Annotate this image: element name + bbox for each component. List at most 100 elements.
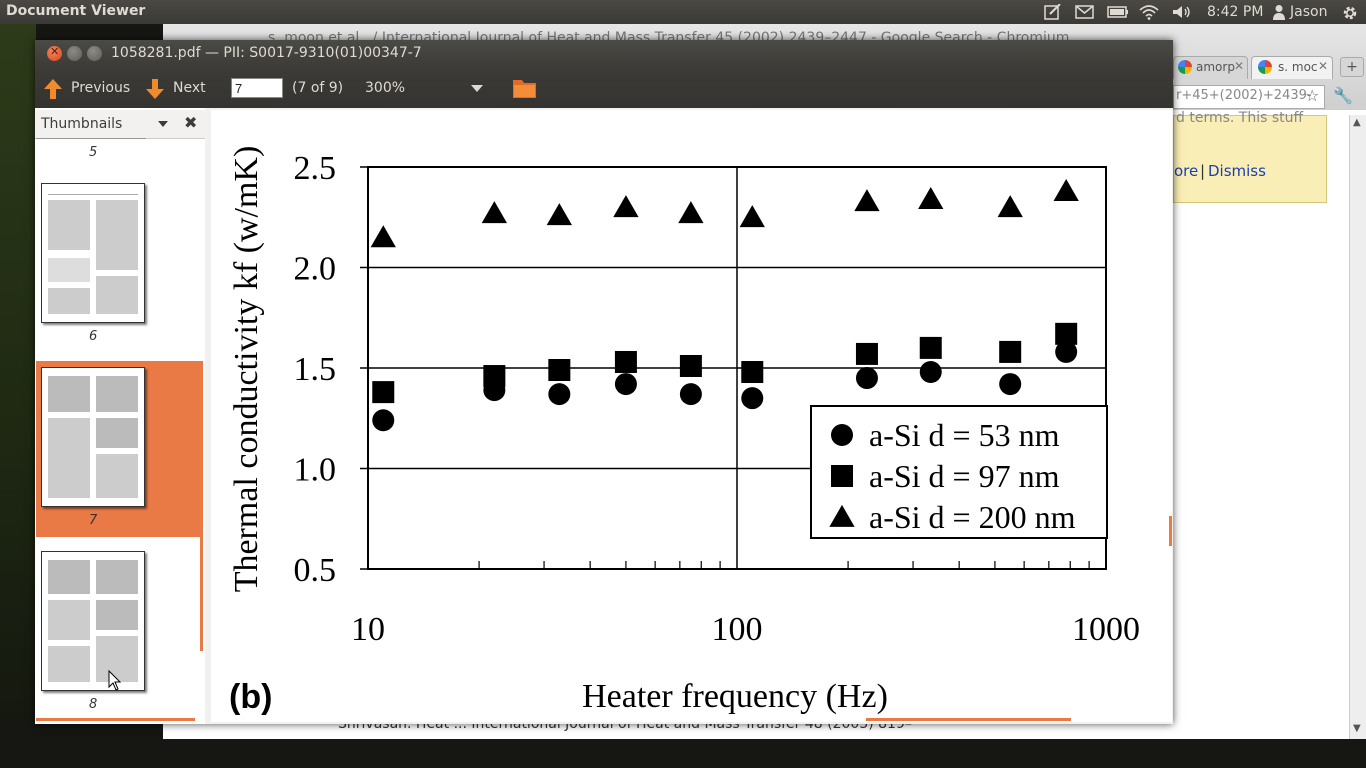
battery-icon[interactable] — [1107, 4, 1129, 20]
minimize-window-button[interactable] — [67, 46, 82, 61]
top-panel: Document Viewer 8:42 PM Jason — [0, 0, 1366, 24]
chromium-scrollbar[interactable]: ▲ ▼ — [1349, 115, 1366, 739]
chromium-tab[interactable]: amorp ✕ — [1173, 56, 1248, 79]
wifi-icon[interactable] — [1139, 4, 1159, 20]
data-point-triangle — [1053, 179, 1079, 202]
infobar-separator: | — [1200, 162, 1206, 180]
infobar-text: d terms. This stuff — [1176, 110, 1304, 126]
panel-label: (b) — [229, 678, 272, 716]
desktop-wallpaper-strip — [0, 24, 36, 724]
doc-horizontal-scroll[interactable] — [866, 718, 1071, 721]
data-point-square — [999, 340, 1022, 363]
data-point-circle — [919, 361, 942, 384]
sidebar-scroll-edge — [36, 718, 195, 721]
plot-frame — [367, 166, 1107, 570]
maximize-window-button[interactable] — [87, 46, 102, 61]
omnibox-text: r+45+(2002)+2439- — [1176, 88, 1312, 103]
doc-scroll-marker[interactable] — [1169, 516, 1172, 546]
thermal-conductivity-chart: 0.5 1.0 1.5 2.0 2.5 10 100 1000 a-Si d = 53 nm a… — [228, 146, 1140, 716]
thumbnail-page-8[interactable] — [41, 551, 145, 691]
folder-icon[interactable] — [512, 77, 538, 99]
scroll-down-icon[interactable]: ▼ — [1353, 723, 1361, 734]
app-title: Document Viewer — [6, 3, 146, 19]
data-point-triangle — [370, 225, 396, 248]
legend-entry: a-Si d = 200 nm — [869, 499, 1076, 535]
close-icon[interactable]: ✕ — [1318, 59, 1329, 73]
legend-marker-circle — [831, 424, 853, 446]
sidebar-title[interactable]: Thumbnails — [41, 116, 123, 132]
x-axis-label: Heater frequency (Hz) — [582, 678, 888, 715]
gear-icon[interactable] — [1341, 4, 1359, 20]
star-icon[interactable]: ☆ — [1305, 86, 1320, 105]
chevron-down-icon[interactable] — [158, 121, 168, 127]
document-page[interactable]: 0.5 1.0 1.5 2.0 2.5 10 100 1000 a-Si d = 53 nm a… — [211, 110, 1172, 722]
data-point-triangle — [613, 195, 639, 218]
thumbnail-edge — [36, 138, 146, 139]
close-window-button[interactable]: ✕ — [47, 45, 62, 61]
close-icon[interactable]: ✕ — [1234, 59, 1245, 73]
thumbnail-page-label: 8 — [89, 697, 98, 712]
edit-icon[interactable] — [1044, 4, 1062, 20]
data-point-square — [1055, 322, 1078, 345]
legend-entry: a-Si d = 53 nm — [869, 417, 1060, 453]
arrow-up-icon — [44, 79, 62, 99]
x-tick-label: 10 — [351, 611, 385, 648]
page-count: (7 of 9) — [292, 80, 344, 96]
sidebar-header: Thumbnails ✖ — [35, 110, 205, 139]
zoom-value: 300% — [365, 80, 406, 96]
data-point-circle — [679, 383, 702, 406]
clock[interactable]: 8:42 PM — [1207, 4, 1264, 20]
y-tick-label: 0.5 — [294, 552, 337, 589]
thumbnail-page-label: 5 — [89, 145, 98, 160]
infobar: d terms. This stuff ore | Dismiss — [1173, 110, 1327, 203]
y-tick-label: 2.0 — [294, 251, 337, 288]
previous-button[interactable]: Previous — [43, 76, 143, 100]
x-tick-label: 1000 — [1072, 611, 1140, 648]
close-sidebar-icon[interactable]: ✖ — [184, 113, 198, 132]
legend-marker-square — [831, 465, 853, 487]
data-point-circle — [1055, 340, 1078, 363]
data-point-circle — [372, 409, 395, 432]
google-icon — [1178, 60, 1192, 74]
user-icon[interactable] — [1272, 4, 1286, 20]
omnibox[interactable]: r+45+(2002)+2439- ☆ — [1173, 85, 1325, 109]
page-number-input[interactable] — [231, 78, 283, 98]
thumbnail-page-label: 7 — [89, 513, 98, 528]
y-tick-label: 1.0 — [294, 452, 337, 489]
data-point-triangle — [546, 203, 572, 226]
scroll-up-icon[interactable]: ▲ — [1353, 117, 1361, 128]
next-button[interactable]: Next — [145, 76, 210, 100]
user-name[interactable]: Jason — [1290, 4, 1328, 20]
data-point-circle — [855, 367, 878, 390]
legend-box — [810, 405, 1108, 539]
thumbnail-page-7[interactable] — [41, 367, 145, 507]
viewer-titlebar: ✕ 1058281.pdf — PII: S0017-9310(01)00347… — [35, 40, 1173, 68]
google-icon — [1258, 60, 1272, 74]
data-point-square — [614, 350, 637, 373]
chromium-tab-active[interactable]: s. moc ✕ — [1251, 56, 1333, 79]
data-point-square — [679, 354, 702, 377]
new-tab-button[interactable]: + — [1340, 57, 1364, 77]
y-tick-label: 1.5 — [294, 351, 337, 388]
data-point-circle — [614, 373, 637, 396]
infobar-dismiss-link[interactable]: Dismiss — [1208, 162, 1266, 180]
arrow-down-icon — [146, 79, 164, 99]
mail-icon[interactable] — [1075, 4, 1095, 20]
data-point-circle — [548, 383, 571, 406]
wrench-icon[interactable]: 🔧 — [1333, 86, 1353, 105]
tab-label: amorp — [1196, 60, 1235, 74]
viewer-window-title: 1058281.pdf — PII: S0017-9310(01)00347-7 — [111, 45, 422, 61]
data-point-circle — [741, 387, 764, 410]
next-label: Next — [173, 80, 206, 96]
legend-entry: a-Si d = 97 nm — [869, 458, 1060, 494]
data-point-triangle — [854, 189, 880, 212]
data-point-square — [855, 342, 878, 365]
volume-icon[interactable] — [1171, 4, 1193, 20]
previous-label: Previous — [71, 80, 131, 96]
sidebar-scrollbar[interactable] — [200, 361, 203, 651]
zoom-dropdown[interactable]: 300% — [361, 76, 489, 100]
close-icon: ✕ — [50, 45, 60, 58]
infobar-more-link[interactable]: ore — [1174, 162, 1199, 180]
thumbnail-page-6[interactable] — [41, 183, 145, 323]
data-point-circle — [999, 373, 1022, 396]
